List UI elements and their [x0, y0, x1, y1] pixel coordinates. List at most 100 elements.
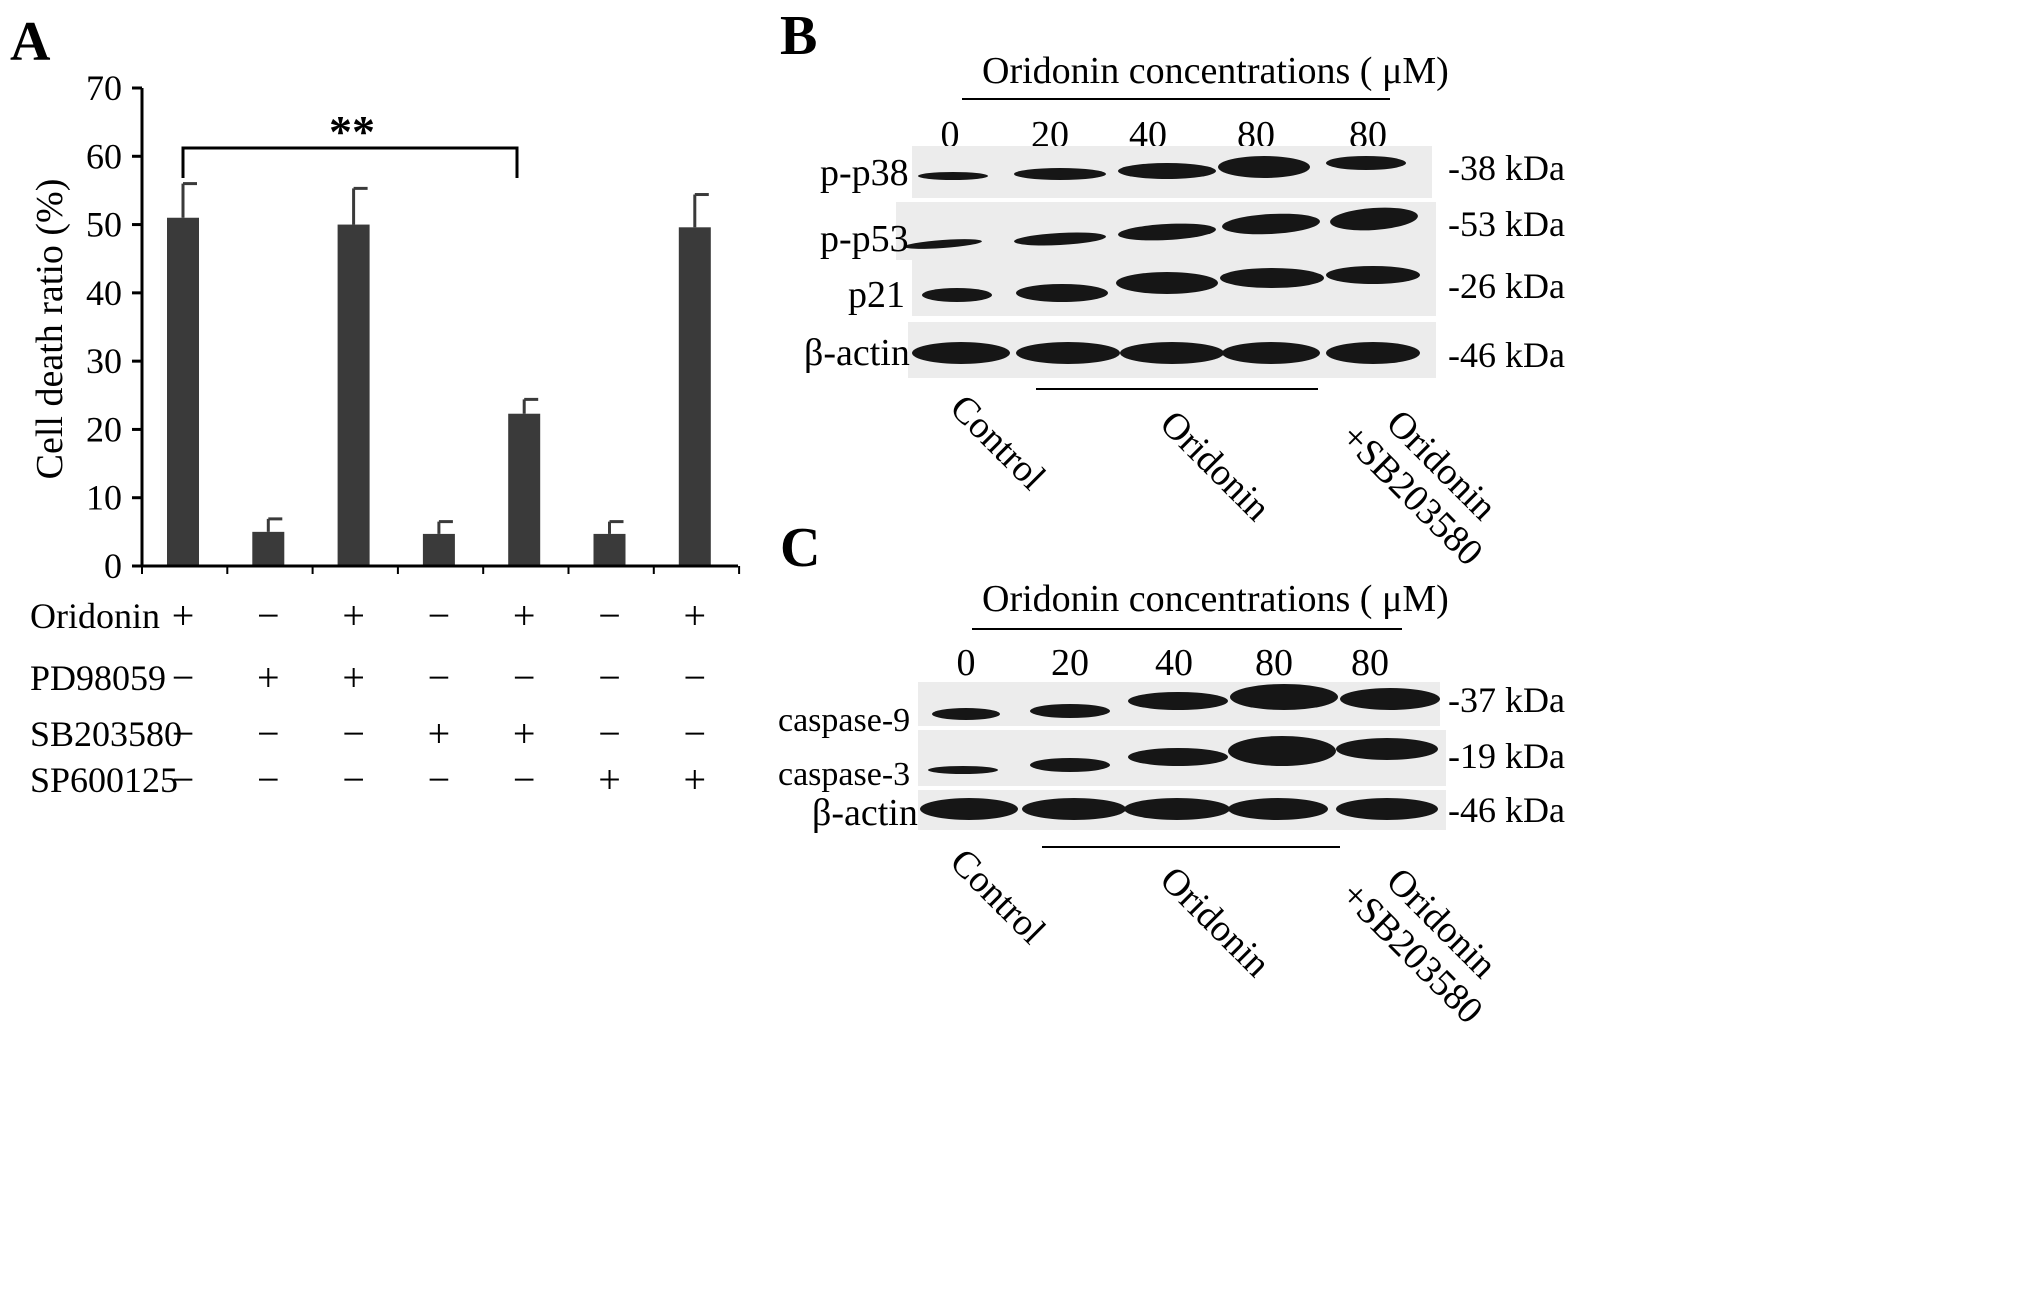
- panel-c-conc-3: 40: [1155, 642, 1193, 684]
- panel-b-band: [1326, 156, 1406, 170]
- bar-4: [422, 533, 455, 566]
- bar-5: [508, 413, 541, 566]
- panel-c-conc-4: 80: [1255, 642, 1293, 684]
- kda-caspase-3: -19 kDa: [1448, 736, 1565, 776]
- treatment-sign: +: [683, 593, 707, 638]
- panel-c-band: [1030, 704, 1110, 718]
- panel-b-conc-title: Oridonin concentrations ( μM): [982, 50, 1449, 92]
- panel-c-conc-5: 80: [1351, 642, 1389, 684]
- treatment-sign: −: [683, 655, 707, 700]
- treatment-sign: −: [512, 757, 536, 802]
- y-tick-label: 50: [86, 205, 122, 245]
- panel-b-conc-line: [962, 98, 1390, 100]
- panel-b-band: [1326, 266, 1420, 284]
- panel-b-band: [912, 342, 1010, 364]
- treatment-sign: −: [257, 593, 280, 638]
- kda-p-p38: -38 kDa: [1448, 148, 1565, 188]
- treatment-sign: −: [512, 655, 536, 700]
- kda-b-actin-c: -46 kDa: [1448, 790, 1565, 830]
- bar-2: [252, 531, 285, 566]
- label-caspase-9: caspase-9: [778, 702, 911, 739]
- panel-b-oridonin-line: [1036, 388, 1318, 390]
- panel-b-band: [922, 288, 992, 302]
- label-p21: p21: [848, 274, 905, 316]
- panel-c-control-label: Control: [941, 840, 1054, 953]
- panel-b-band: [1222, 342, 1320, 364]
- panel-b-oridonin-label: Oridonin: [1151, 402, 1279, 530]
- y-tick-label: 10: [86, 478, 122, 518]
- panel-c-conc-title: Oridonin concentrations ( μM): [982, 578, 1449, 620]
- panel-c-band: [1336, 798, 1438, 820]
- significance-label: **: [329, 106, 375, 157]
- treatment-label-sb203580: SB203580: [30, 714, 183, 754]
- label-caspase-3: caspase-3: [778, 756, 911, 793]
- treatment-sign: +: [427, 711, 451, 756]
- panel-b-band: [1326, 342, 1420, 364]
- label-p-p38: p-p38: [820, 152, 909, 194]
- treatment-label-pd98059: PD98059: [30, 658, 167, 698]
- treatment-sign: +: [171, 593, 195, 638]
- panel-c-band: [1022, 798, 1126, 820]
- treatment-sign: +: [683, 757, 707, 802]
- panel-c-oridonin-label: Oridonin: [1151, 858, 1279, 986]
- y-tick-label: 20: [86, 409, 122, 449]
- y-tick-label: 60: [86, 136, 122, 176]
- panel-b-band: [1218, 156, 1310, 178]
- bar-6: [593, 533, 626, 566]
- treatment-label-oridonin: Oridonin: [30, 596, 160, 636]
- panel-c-band: [1128, 748, 1228, 766]
- panel-c-conc-2: 20: [1051, 642, 1089, 684]
- panel-c-band: [932, 708, 1000, 720]
- treatment-sign: −: [171, 711, 195, 756]
- panel-c-band: [1340, 688, 1440, 710]
- bar-chart: Cell death ratio (%) 0 10 20 30 40 50 60 70 **: [29, 68, 741, 586]
- treatment-sign: −: [342, 711, 365, 756]
- bar-3: [337, 224, 370, 567]
- label-b-actin-b: β-actin: [804, 332, 910, 374]
- bar-1: [167, 217, 199, 566]
- treatment-sign: −: [598, 711, 621, 756]
- y-tick-label: 40: [86, 273, 122, 313]
- y-tick-label: 70: [86, 68, 122, 108]
- panel-c-band: [1228, 798, 1328, 820]
- panel-b-conc-1: 0: [940, 114, 960, 156]
- kda-p-p53: -53 kDa: [1448, 204, 1565, 244]
- panel-b-combo-label: Oridonin +SB203580: [1333, 386, 1521, 574]
- y-tick-label: 30: [86, 341, 122, 381]
- treatment-sign: −: [171, 655, 195, 700]
- kda-p21: -26 kDa: [1448, 266, 1565, 306]
- panel-c-combo-label: Oridonin +SB203580: [1333, 844, 1521, 1032]
- label-p-p53: p-p53: [820, 218, 909, 260]
- panel-b-band: [1116, 272, 1218, 294]
- kda-b-actin-b: -46 kDa: [1448, 335, 1565, 375]
- panel-b-band: [1120, 342, 1224, 364]
- treatment-sign: +: [342, 655, 365, 700]
- panel-a-letter: A: [10, 11, 51, 73]
- treatment-sign: +: [342, 593, 365, 638]
- bar-7: [678, 227, 711, 566]
- treatment-sign: +: [512, 711, 536, 756]
- panel-b-band: [1016, 342, 1120, 364]
- panel-c-oridonin-line: [1042, 846, 1340, 848]
- treatment-sign: −: [257, 757, 280, 802]
- treatment-sign: −: [598, 593, 621, 638]
- panel-c-band: [1228, 736, 1336, 766]
- panel-c-letter: C: [780, 517, 821, 579]
- treatment-sign: −: [257, 711, 280, 756]
- panel-b-band: [918, 172, 988, 180]
- panel-c-conc-1: 0: [956, 642, 976, 684]
- kda-caspase-9: -37 kDa: [1448, 680, 1565, 720]
- treatment-sign: −: [427, 593, 451, 638]
- treatment-sign: +: [257, 655, 280, 700]
- panel-b-band: [1016, 284, 1108, 302]
- panel-c-band: [1230, 684, 1338, 710]
- panel-b-band: [1118, 163, 1216, 179]
- treatment-sign: −: [342, 757, 365, 802]
- panel-c-band: [1124, 798, 1230, 820]
- treatment-sign: +: [598, 757, 621, 802]
- panel-c-band: [1030, 758, 1110, 772]
- treatment-sign: −: [427, 655, 451, 700]
- label-b-actin-c: β-actin: [812, 792, 918, 834]
- panel-c-band: [1128, 692, 1228, 710]
- panel-c-band: [1336, 738, 1438, 760]
